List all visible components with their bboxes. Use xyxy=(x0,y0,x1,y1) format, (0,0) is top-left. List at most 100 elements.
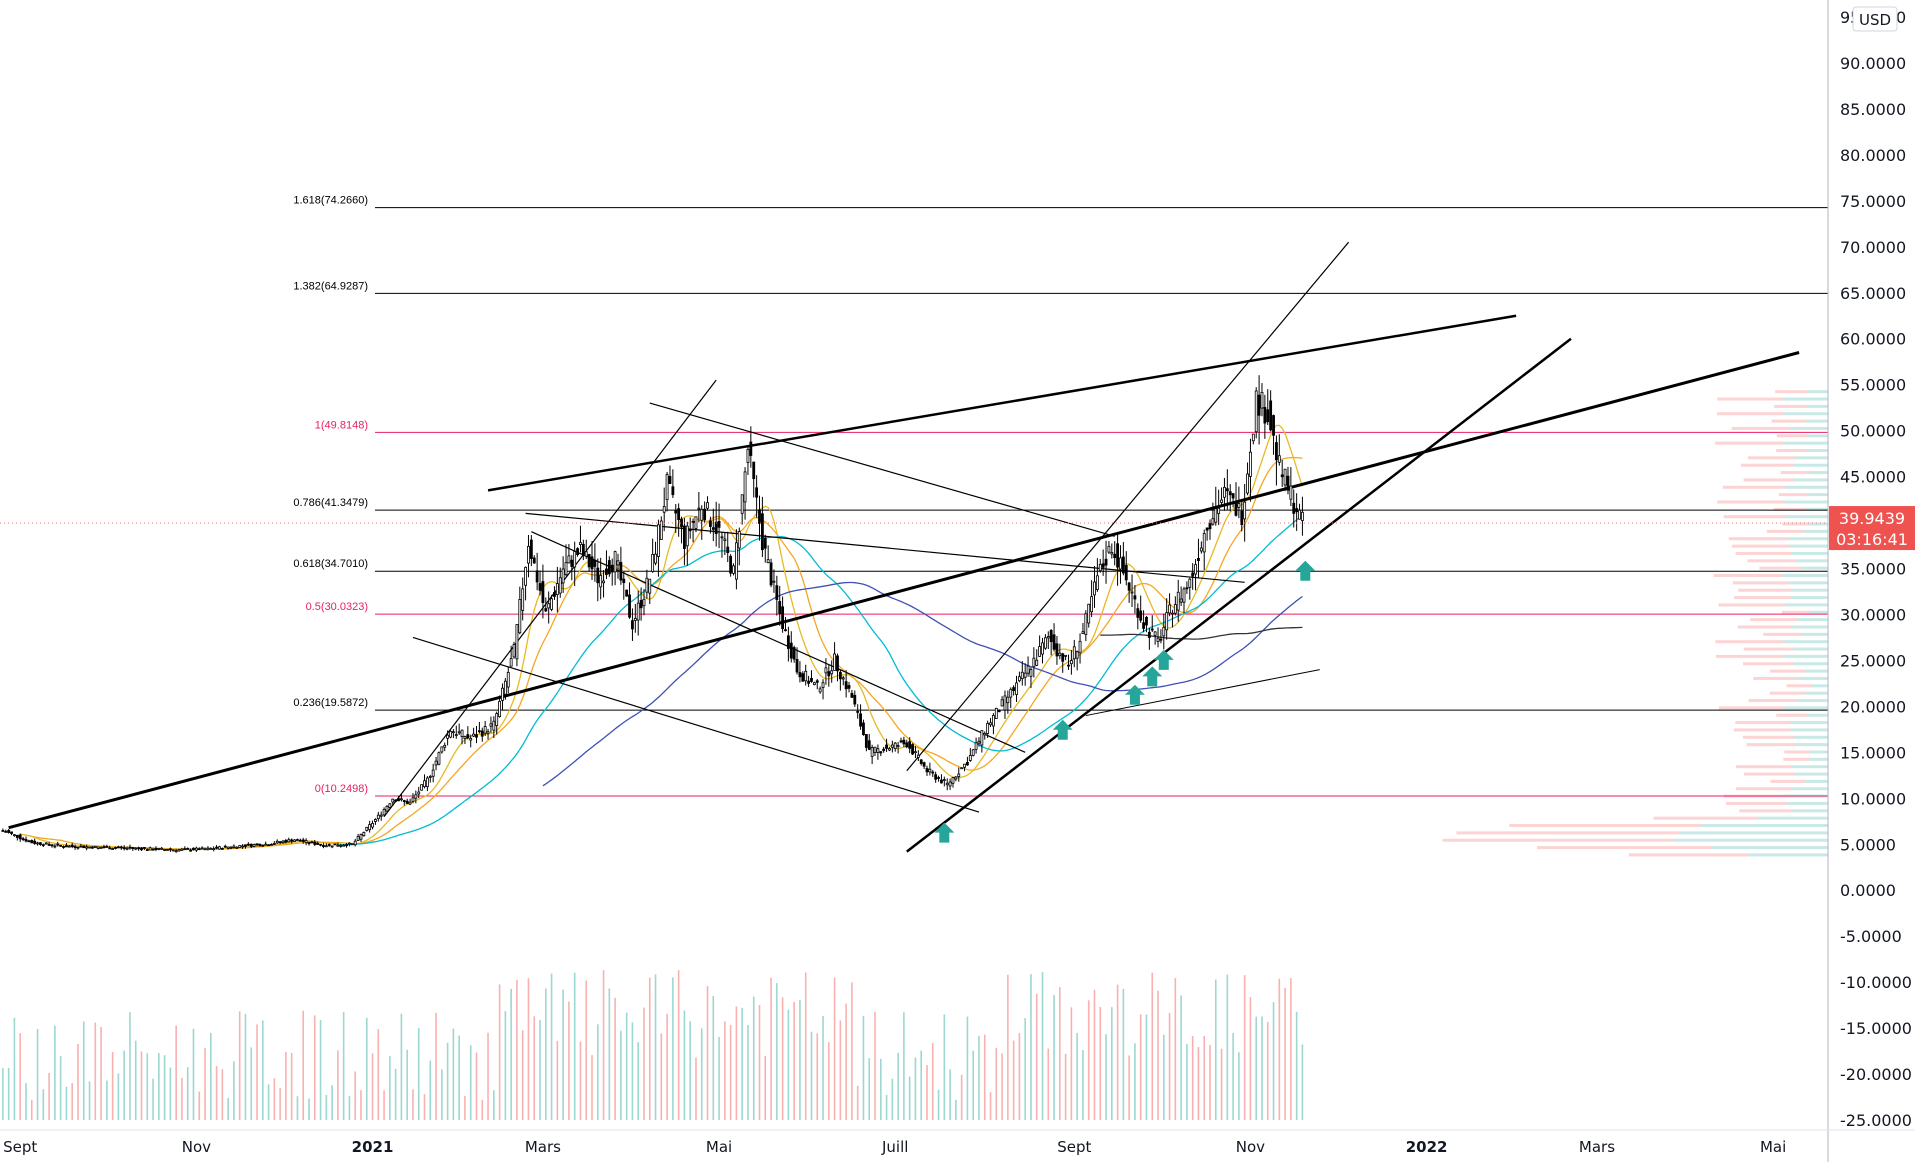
volume-bar xyxy=(1035,993,1038,1120)
candle-body xyxy=(171,849,175,852)
volume-bar xyxy=(296,1096,299,1120)
candle-body xyxy=(255,843,259,846)
volume-bar xyxy=(163,1055,166,1120)
candle-body xyxy=(518,599,522,634)
time-tick-label: 2022 xyxy=(1406,1138,1448,1156)
volume-profile-bar xyxy=(1775,390,1807,394)
last-price-value: 39.9439 xyxy=(1839,509,1905,528)
volume-profile-bar xyxy=(1782,574,1828,578)
candle-body xyxy=(717,521,721,528)
candle-body xyxy=(599,574,603,588)
time-tick-label: 2021 xyxy=(352,1138,394,1156)
volume-bar xyxy=(441,1069,443,1120)
volume-bar xyxy=(458,1035,460,1120)
candle-body xyxy=(1130,591,1134,594)
candle-body xyxy=(789,642,793,659)
volume-profile-bar xyxy=(1731,426,1790,430)
volume-bar xyxy=(851,982,853,1120)
price-axis[interactable]: 95.000090.000085.000080.000075.000070.00… xyxy=(1840,8,1912,1130)
candle-body xyxy=(963,763,966,768)
time-tick-label: Sept xyxy=(1057,1138,1091,1156)
candle-body xyxy=(567,555,571,564)
candle-body xyxy=(322,844,325,847)
volume-bar xyxy=(903,1012,905,1120)
candle-body xyxy=(798,672,802,678)
volume-bar xyxy=(885,1094,888,1120)
volume-bar xyxy=(348,1096,351,1120)
candle-body xyxy=(994,708,998,719)
candle-body xyxy=(272,843,276,845)
candle-body xyxy=(267,844,270,847)
candle-body xyxy=(1176,591,1180,611)
candle-body xyxy=(1269,400,1273,431)
candle-body xyxy=(506,671,510,688)
candle-body xyxy=(405,800,409,804)
candle-body xyxy=(209,847,213,850)
volume-profile-bar xyxy=(1796,699,1828,703)
candle-body xyxy=(1295,508,1299,513)
volume-profile-bar xyxy=(1786,684,1812,688)
candle-body xyxy=(544,608,548,612)
trendline xyxy=(383,379,717,818)
candle-body xyxy=(59,844,63,847)
volume-bar xyxy=(787,1009,790,1120)
volume-profile-bar xyxy=(1808,493,1828,497)
candle-body xyxy=(88,846,91,849)
candle-body xyxy=(119,846,123,849)
candle-body xyxy=(1254,390,1258,433)
volume-bar xyxy=(660,1033,663,1120)
candle-body xyxy=(91,846,94,849)
time-axis[interactable]: Sept Nov 2021 Mars Mai Juill Sept Nov 2022 Mars Ma… xyxy=(3,1138,1786,1156)
moving-average-line xyxy=(20,424,1304,851)
volume-bar xyxy=(1180,995,1182,1120)
volume-profile-bar xyxy=(1717,500,1784,504)
volume-bar xyxy=(7,1067,10,1120)
volume-bar xyxy=(1053,995,1055,1120)
candle-body xyxy=(1110,552,1114,555)
volume-bar xyxy=(308,1098,310,1120)
currency-badge[interactable]: USD xyxy=(1852,6,1898,32)
candle-body xyxy=(1020,671,1024,679)
candle-body xyxy=(862,722,865,736)
volume-bar xyxy=(833,977,836,1120)
candle-body xyxy=(463,736,467,739)
candle-body xyxy=(477,730,481,733)
candle-body xyxy=(451,731,455,734)
candle-body xyxy=(876,748,880,753)
volume-profile-bar xyxy=(1715,441,1783,445)
volume-bar xyxy=(169,1067,172,1120)
candle-body xyxy=(1055,643,1059,657)
volume-bar xyxy=(672,977,674,1120)
volume-profile-bar xyxy=(1795,456,1828,460)
volume-profile-bar xyxy=(1784,603,1828,607)
candle-body xyxy=(7,829,11,833)
candle-body xyxy=(801,673,805,682)
volume-bar xyxy=(1093,989,1096,1120)
candle-body xyxy=(558,577,562,594)
volume-bar xyxy=(481,1099,484,1120)
volume-profile-bar xyxy=(1722,485,1786,489)
candle-body xyxy=(896,745,900,747)
volume-profile-bar xyxy=(1738,588,1793,592)
fib-level-label: 1(49.8148) xyxy=(315,419,368,431)
candle-body xyxy=(740,494,744,514)
volume-bar xyxy=(238,1011,241,1120)
price-tick-label: 70.0000 xyxy=(1840,238,1906,257)
candle-body xyxy=(916,754,920,758)
volume-profile-bar xyxy=(1791,551,1828,555)
candle-body xyxy=(290,839,294,842)
volume-bar xyxy=(845,1003,847,1120)
candle-body xyxy=(446,734,450,739)
volume-profile-bar xyxy=(1803,529,1828,533)
candle-body xyxy=(391,798,395,803)
volume-profile-bar xyxy=(1717,397,1784,401)
volume-bar xyxy=(556,1040,559,1120)
volume-bar xyxy=(417,1027,420,1120)
candle-body xyxy=(555,583,559,595)
candle-body xyxy=(584,551,588,557)
candle-body xyxy=(425,777,429,788)
candle-body xyxy=(512,644,516,658)
trendline xyxy=(412,636,980,813)
candle-body xyxy=(1107,545,1111,553)
